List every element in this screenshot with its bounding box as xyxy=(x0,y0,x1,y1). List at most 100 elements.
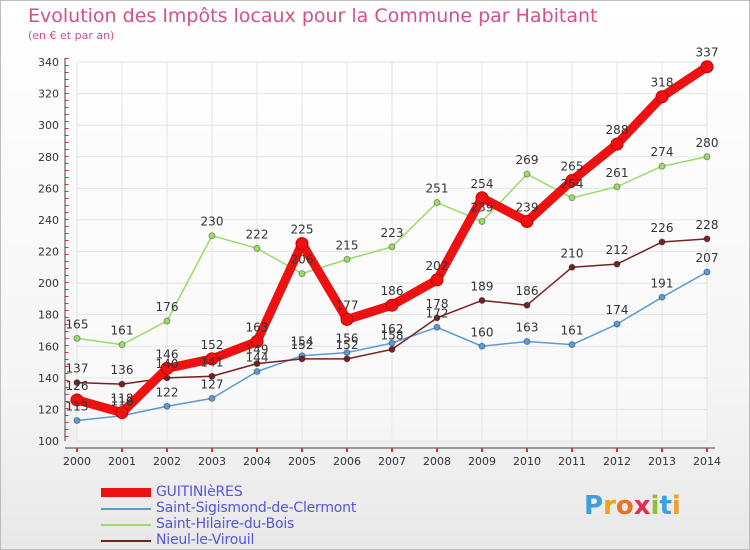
legend-swatch xyxy=(101,524,151,526)
data-point xyxy=(250,335,264,349)
data-point xyxy=(658,162,666,170)
y-tick-label: 160 xyxy=(38,340,59,353)
data-point xyxy=(478,217,486,225)
data-label: 254 xyxy=(561,177,584,191)
data-point xyxy=(205,352,219,366)
data-point xyxy=(613,320,621,328)
data-label: 230 xyxy=(201,215,224,229)
chart-title: Evolution des Impôts locaux pour la Comm… xyxy=(28,5,598,27)
data-label: 162 xyxy=(381,322,404,336)
y-tick-label: 100 xyxy=(38,435,59,448)
data-point xyxy=(388,243,396,251)
data-point xyxy=(118,380,126,388)
data-point xyxy=(253,368,261,376)
y-tick-label: 260 xyxy=(38,182,59,195)
data-label: 141 xyxy=(201,355,224,369)
data-label: 165 xyxy=(66,317,89,331)
data-point xyxy=(73,416,81,424)
data-label: 223 xyxy=(381,226,404,240)
x-tick-label: 2012 xyxy=(603,455,631,468)
legend-label: Saint-Hilaire-du-Bois xyxy=(156,516,295,532)
data-point xyxy=(253,244,261,252)
data-label-layer: 113 116 122 127 144 154 156 162 172 160 163 161 174 1… xyxy=(66,46,719,414)
data-label: 265 xyxy=(561,159,584,173)
x-tick-label: 2014 xyxy=(693,455,721,468)
data-point xyxy=(568,194,576,202)
data-label: 178 xyxy=(426,297,449,311)
x-tick-label: 2006 xyxy=(333,455,361,468)
data-point xyxy=(478,296,486,304)
data-point xyxy=(343,355,351,363)
data-point xyxy=(523,338,531,346)
data-label: 274 xyxy=(651,145,674,159)
data-label: 189 xyxy=(471,279,494,293)
y-tick-label: 120 xyxy=(38,403,59,416)
data-point xyxy=(208,372,216,380)
data-label: 161 xyxy=(111,324,134,338)
x-tick-label: 2007 xyxy=(378,455,406,468)
data-label: 152 xyxy=(336,338,359,352)
data-point xyxy=(163,402,171,410)
y-tick-label: 180 xyxy=(38,309,59,322)
data-label: 152 xyxy=(291,338,314,352)
data-label: 226 xyxy=(651,221,674,235)
legend-label: Saint-Sigismond-de-Clermont xyxy=(156,500,357,516)
data-label: 186 xyxy=(381,284,404,298)
data-point xyxy=(208,232,216,240)
data-point xyxy=(343,255,351,263)
axis-layer: 100 120 140 160 180 200 220 240 260 280 300 320 340 2… xyxy=(38,56,721,468)
data-label: 288 xyxy=(606,123,629,137)
x-tick-label: 2002 xyxy=(153,455,181,468)
data-label: 212 xyxy=(606,243,629,257)
data-label: 206 xyxy=(291,253,314,267)
data-label: 210 xyxy=(561,246,584,260)
data-label: 163 xyxy=(516,321,539,335)
data-point xyxy=(658,238,666,246)
legend-swatch xyxy=(101,540,151,542)
data-label: 122 xyxy=(156,385,179,399)
y-tick-label: 200 xyxy=(38,277,59,290)
data-label: 228 xyxy=(696,218,719,232)
x-tick-label: 2000 xyxy=(63,455,91,468)
data-label: 177 xyxy=(336,298,359,312)
data-point xyxy=(340,312,354,326)
data-label: 156 xyxy=(336,332,359,346)
data-point xyxy=(298,270,306,278)
data-point xyxy=(388,339,396,347)
x-tick-label: 2005 xyxy=(288,455,316,468)
data-label: 163 xyxy=(246,321,269,335)
legend-swatch xyxy=(101,488,151,497)
data-label: 126 xyxy=(66,379,89,393)
y-tick-label: 280 xyxy=(38,151,59,164)
data-label: 202 xyxy=(426,259,449,273)
data-point xyxy=(433,314,441,322)
data-point xyxy=(655,90,669,104)
x-tick-label: 2004 xyxy=(243,455,271,468)
data-label: 222 xyxy=(246,227,269,241)
data-label: 149 xyxy=(246,343,269,357)
data-point xyxy=(160,361,174,375)
data-point xyxy=(388,345,396,353)
data-label: 239 xyxy=(516,200,539,214)
data-point xyxy=(208,394,216,402)
data-point xyxy=(475,191,489,205)
data-label: 172 xyxy=(426,306,449,320)
data-label: 269 xyxy=(516,153,539,167)
x-tick-label: 2011 xyxy=(558,455,586,468)
data-point xyxy=(430,273,444,287)
data-label: 176 xyxy=(156,300,179,314)
data-point xyxy=(115,406,129,420)
proxiti-logo: Proxiti xyxy=(584,491,681,521)
data-point xyxy=(520,214,534,228)
data-label: 137 xyxy=(66,362,89,376)
x-tick-label: 2009 xyxy=(468,455,496,468)
logo-letter: r xyxy=(603,491,616,521)
data-point xyxy=(610,137,624,151)
data-label: 152 xyxy=(201,338,224,352)
data-label: 118 xyxy=(111,392,134,406)
x-tick-label: 2010 xyxy=(513,455,541,468)
y-tick-label: 220 xyxy=(38,246,59,259)
data-point xyxy=(433,323,441,331)
data-label: 160 xyxy=(471,325,494,339)
y-tick-label: 320 xyxy=(38,88,59,101)
